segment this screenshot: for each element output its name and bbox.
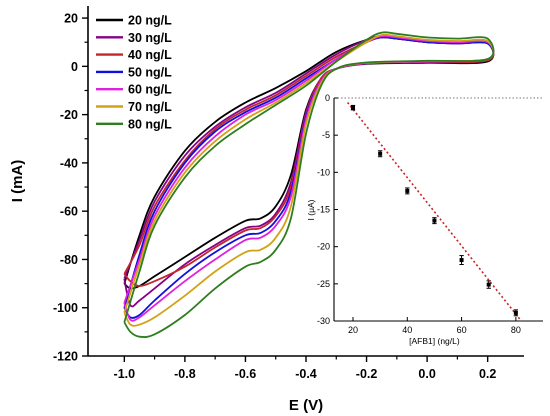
inset-y-tick-label: -30 <box>317 316 330 326</box>
y-tick-label: -80 <box>60 253 78 267</box>
y-tick-label: -100 <box>53 301 78 315</box>
inset-fit-line <box>346 101 522 322</box>
cv-curve-80-ng-L <box>123 31 495 338</box>
inset-y-tick-label: -20 <box>317 242 330 252</box>
legend-label: 30 ng/L <box>128 31 172 45</box>
inset-data-point <box>513 310 518 315</box>
y-tick-label: 20 <box>64 12 78 26</box>
inset-data-point <box>459 258 464 263</box>
x-tick-label: -0.8 <box>174 367 196 381</box>
inset-calibration-plot: 0 -5 -10 -15 -20 -25 -30 20 40 60 80 [AFB1] (ng/L) I… <box>306 93 543 346</box>
x-axis-title: E (V) <box>289 397 323 414</box>
y-tick-label: 0 <box>71 60 78 74</box>
inset-y-axis-title: I (μA) <box>306 199 316 220</box>
inset-x-tick-label: 20 <box>348 325 358 335</box>
x-tick-label: 0.2 <box>479 367 496 381</box>
y-axis-title: I (mA) <box>9 160 26 203</box>
inset-y-tick-label: -10 <box>317 167 330 177</box>
legend: 20 ng/L 30 ng/L 40 ng/L 50 ng/L 60 ng/L 70 ng… <box>96 14 172 131</box>
inset-x-tick-label: 60 <box>457 325 467 335</box>
legend-label: 20 ng/L <box>128 14 172 28</box>
main-plot: 200-20-40-60-80-100-120-1.0 -0.8 -0.6 -0.4-… <box>9 6 524 414</box>
inset-x-tick-label: 80 <box>511 325 521 335</box>
inset-y-tick-label: 0 <box>325 93 330 103</box>
cv-curves <box>123 31 495 338</box>
legend-label: 80 ng/L <box>128 117 172 131</box>
y-tick-label: -20 <box>60 108 78 122</box>
x-tick-label: 0.0 <box>418 367 435 381</box>
inset-y-tick-label: -5 <box>322 130 330 140</box>
cv-curve-20-ng-L <box>123 36 495 290</box>
y-tick-label: -120 <box>53 350 78 364</box>
y-tick-label: -40 <box>60 156 78 170</box>
legend-label: 60 ng/L <box>128 83 172 97</box>
cv-curve-40-ng-L <box>123 36 495 287</box>
y-tick-label: -60 <box>60 205 78 219</box>
legend-label: 70 ng/L <box>128 100 172 114</box>
inset-data-point <box>486 282 491 287</box>
inset-x-tick-label: 40 <box>402 325 412 335</box>
x-tick-label: -0.4 <box>295 367 317 381</box>
inset-data-point <box>351 105 355 110</box>
x-tick-label: -0.6 <box>235 367 257 381</box>
inset-data-point <box>432 218 437 223</box>
inset-data-point <box>405 188 410 193</box>
inset-y-tick-label: -25 <box>317 279 330 289</box>
legend-label: 50 ng/L <box>128 65 172 79</box>
x-tick-label: -1.0 <box>114 367 136 381</box>
legend-label: 40 ng/L <box>128 48 172 62</box>
inset-data-point <box>378 151 383 156</box>
x-tick-label: -0.2 <box>356 367 378 381</box>
inset-y-tick-label: -15 <box>317 205 330 215</box>
inset-background <box>334 98 543 321</box>
inset-x-axis-title: [AFB1] (ng/L) <box>409 336 460 346</box>
